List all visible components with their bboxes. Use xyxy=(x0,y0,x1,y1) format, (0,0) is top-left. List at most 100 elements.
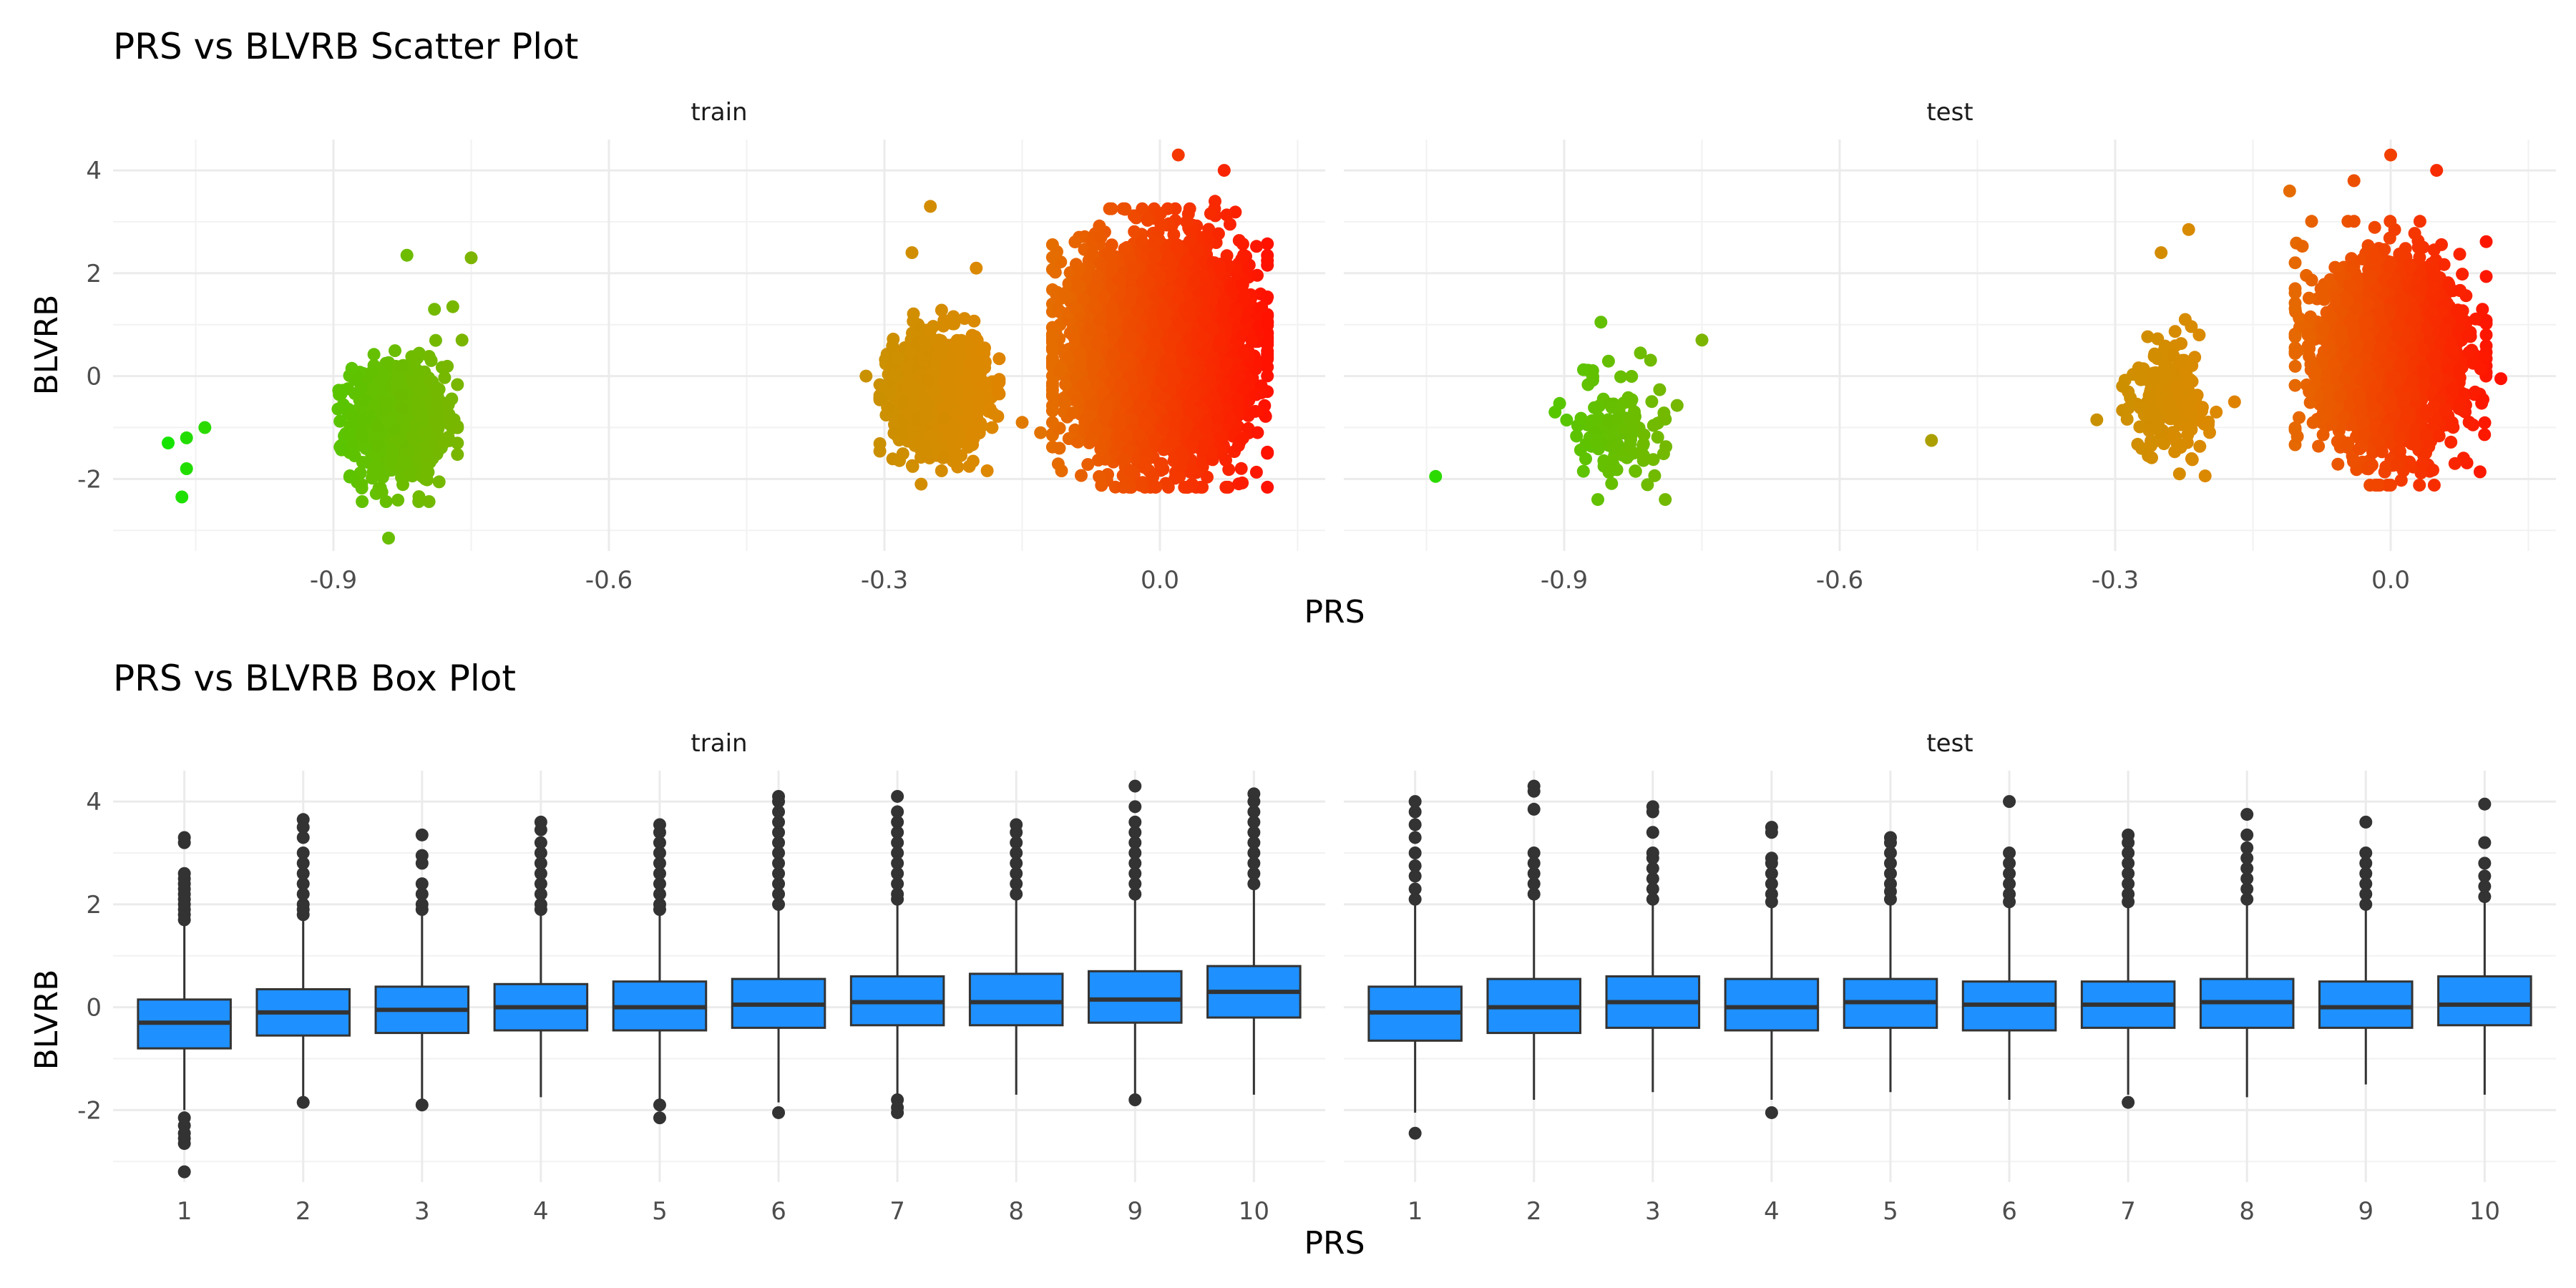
scatter-point xyxy=(992,376,1006,389)
scatter-point xyxy=(369,461,382,474)
scatter-point xyxy=(935,464,948,477)
scatter-point xyxy=(1249,465,1263,479)
scatter-point xyxy=(379,396,392,409)
scatter-point xyxy=(947,317,961,331)
scatter-point xyxy=(396,478,409,492)
scatter-point xyxy=(451,448,464,462)
scatter-point xyxy=(935,303,948,317)
scatter-point xyxy=(365,366,379,379)
scatter-point xyxy=(429,333,442,347)
scatter-point xyxy=(953,335,967,348)
scatter-point xyxy=(442,417,456,430)
scatter-point xyxy=(431,396,444,410)
scatter-point xyxy=(887,332,900,346)
scatter-point xyxy=(919,442,932,456)
scatter-point xyxy=(954,348,967,361)
scatter-point xyxy=(431,420,444,434)
scatter-point xyxy=(375,485,389,499)
scatter-point xyxy=(1045,238,1059,251)
scatter-point xyxy=(335,443,348,457)
scatter-point xyxy=(968,330,982,343)
scatter-point xyxy=(962,440,975,454)
scatter-point xyxy=(367,348,381,361)
scatter-point xyxy=(420,445,434,459)
scatter-point xyxy=(936,411,950,425)
scatter-point xyxy=(391,370,404,384)
scatter-point xyxy=(975,344,988,357)
scatter-points-train xyxy=(162,148,1274,545)
scatter-point xyxy=(356,495,369,508)
scatter-point xyxy=(945,381,958,394)
scatter-point xyxy=(333,388,346,401)
scatter-point xyxy=(1128,225,1141,238)
scatter-point xyxy=(897,427,910,441)
scatter-point xyxy=(371,439,384,452)
scatter-point xyxy=(333,414,347,428)
scatter-point xyxy=(342,428,355,441)
scatter-point xyxy=(381,416,395,429)
scatter-point xyxy=(918,335,932,348)
scatter-point xyxy=(962,459,976,473)
scatter-point xyxy=(1081,458,1095,472)
scatter-point xyxy=(420,461,434,474)
scatter-point xyxy=(1236,476,1249,489)
scatter-point xyxy=(940,362,953,375)
scatter-point xyxy=(392,434,406,447)
scatter-point xyxy=(978,376,992,389)
scatter-point xyxy=(992,352,1006,366)
scatter-point xyxy=(412,346,426,360)
scatter-point xyxy=(920,395,934,409)
scatter-point xyxy=(389,344,401,358)
scatter-title: PRS vs BLVRB Scatter Plot xyxy=(113,26,578,67)
scatter-point xyxy=(919,410,932,424)
scatter-point xyxy=(961,398,974,411)
scatter-point xyxy=(896,447,909,461)
scatter-point xyxy=(412,490,426,504)
scatter-point xyxy=(386,456,399,469)
scatter-point xyxy=(889,368,903,381)
scatter-point xyxy=(892,351,904,365)
scatter-point xyxy=(414,381,427,395)
scatter-point xyxy=(960,415,973,429)
scatter-point xyxy=(907,307,920,321)
scatter-point xyxy=(355,478,369,492)
scatter-point xyxy=(1183,202,1196,215)
scatter-point xyxy=(424,353,438,367)
scatter-point xyxy=(980,464,994,477)
scatter-strip-test: test xyxy=(1926,98,1973,127)
scatter-point xyxy=(415,409,429,423)
scatter-point xyxy=(905,459,919,472)
scatter-point xyxy=(438,371,452,384)
scatter-point xyxy=(986,406,1000,420)
scatter-point xyxy=(949,452,962,465)
scatter-point xyxy=(359,441,373,455)
scatter-point xyxy=(442,408,456,421)
scatter-point xyxy=(967,314,981,328)
scatter-point xyxy=(935,334,948,348)
scatter-point xyxy=(441,359,454,373)
scatter-point xyxy=(343,470,356,484)
scatter-point xyxy=(924,323,937,336)
scatter-point xyxy=(917,353,931,367)
scatter-panel-train: -0.9 -0.6 -0.3 0.0 xyxy=(113,140,1325,595)
scatter-point xyxy=(367,384,381,397)
scatter-point xyxy=(922,374,936,387)
scatter-point xyxy=(356,393,370,406)
scatter-point xyxy=(422,495,436,508)
scatter-point xyxy=(1236,238,1249,251)
scatter-point xyxy=(1045,416,1059,429)
scatter-point xyxy=(451,378,464,391)
scatter-strip-train: train xyxy=(691,98,747,127)
scatter-point xyxy=(356,428,369,441)
scatter-point xyxy=(932,349,946,363)
scatter-point xyxy=(391,493,405,507)
scatter-point xyxy=(896,395,909,409)
scatter-point xyxy=(411,364,425,378)
scatter-point xyxy=(358,413,371,426)
scatter-point xyxy=(396,359,409,373)
scatter-point xyxy=(1261,237,1274,250)
scatter-point xyxy=(1053,441,1066,455)
scatter-point xyxy=(958,373,972,386)
